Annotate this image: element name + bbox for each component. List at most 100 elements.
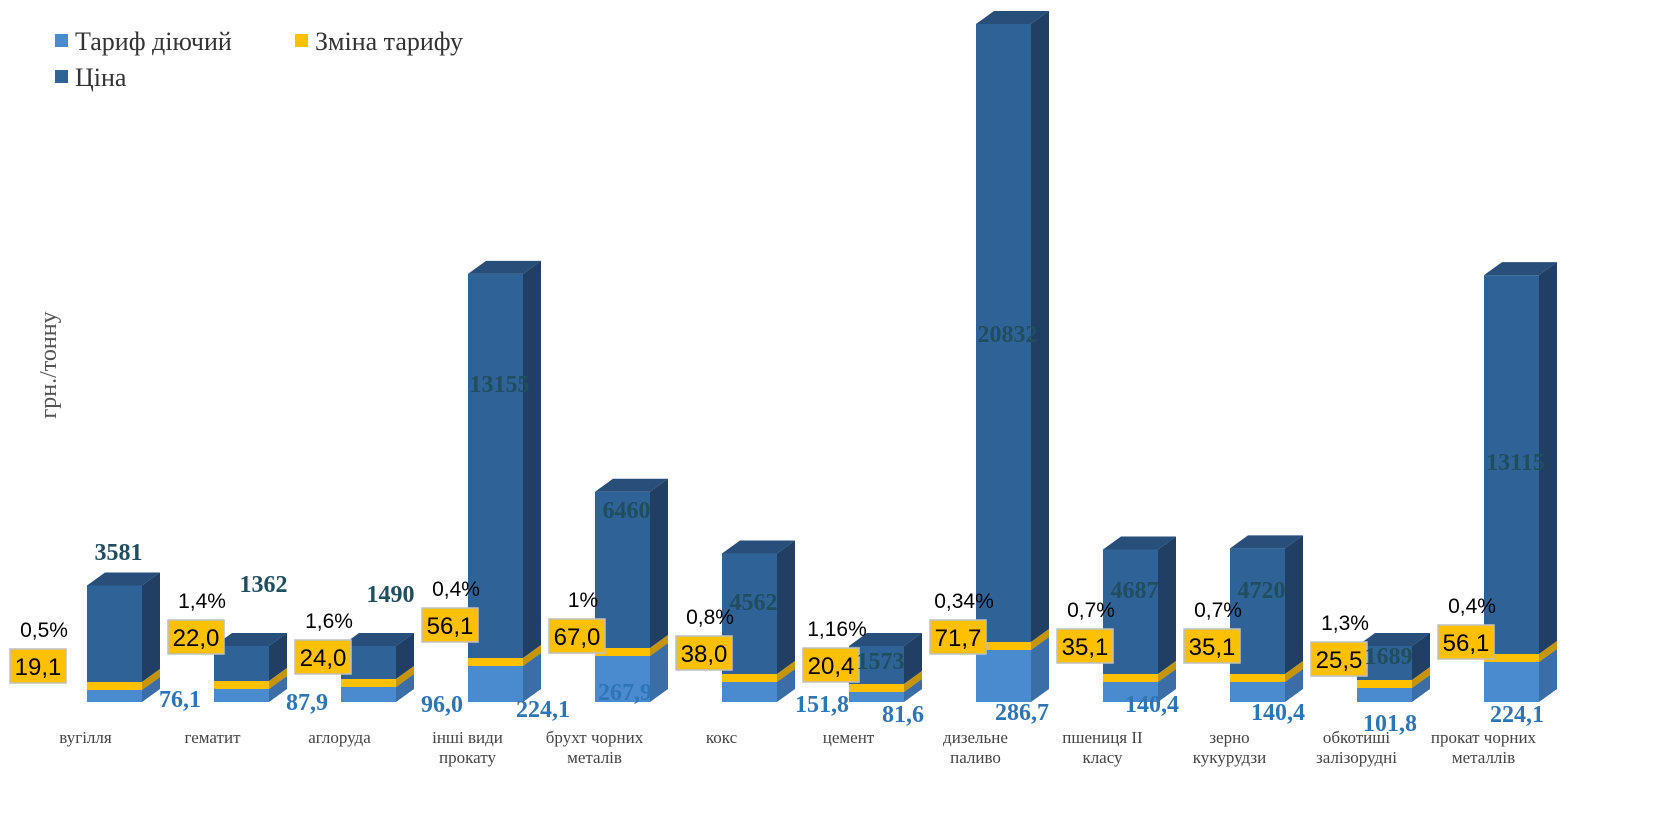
tariff-value-label: 96,0 xyxy=(421,692,463,718)
category-label: вугілля xyxy=(59,728,112,747)
legend-label-price: Ціна xyxy=(75,63,127,92)
tariff-segment xyxy=(1357,688,1412,702)
tariff-value-label: 140,4 xyxy=(1125,692,1179,718)
tariff-segment xyxy=(87,690,142,702)
change-segment xyxy=(595,648,650,656)
price-value-label: 20832 xyxy=(978,322,1038,348)
category-label: пшениця ІІ xyxy=(1062,728,1143,747)
percent-change-label: 1,6% xyxy=(305,610,353,633)
category-label: металлів xyxy=(1452,748,1515,767)
price-value-label: 4562 xyxy=(730,590,778,616)
price-segment xyxy=(468,273,523,658)
price-segment xyxy=(1484,275,1539,654)
tariff-segment-side xyxy=(1539,649,1557,702)
change-segment-side xyxy=(1412,667,1430,688)
category-label: інші види xyxy=(432,728,503,747)
price-value-label: 4687 xyxy=(1111,578,1159,604)
change-value-label: 22,0 xyxy=(173,625,220,652)
change-segment-side xyxy=(1031,629,1049,650)
tariff-segment xyxy=(1103,682,1158,702)
bar-top-face xyxy=(849,633,922,646)
price-value-label: 4720 xyxy=(1238,578,1286,604)
change-value-label: 24,0 xyxy=(300,645,347,672)
price-value-label: 13115 xyxy=(1486,450,1545,476)
price-value-label: 3581 xyxy=(95,540,143,566)
change-segment-side xyxy=(904,671,922,692)
percent-change-label: 1,3% xyxy=(1321,612,1369,635)
change-value-box xyxy=(1183,628,1241,664)
percent-change-label: 0,7% xyxy=(1067,599,1115,622)
tariff-segment xyxy=(595,656,650,702)
tariff-segment xyxy=(976,650,1031,702)
category-label: дизельне xyxy=(943,728,1008,747)
change-segment-side xyxy=(1285,661,1303,682)
tariff-segment-side xyxy=(142,677,160,702)
legend-swatch-change xyxy=(295,34,308,47)
legend-label-tariff: Тариф діючий xyxy=(75,27,232,56)
tariff-segment-side xyxy=(1412,675,1430,702)
category-label: гематит xyxy=(185,728,242,747)
tariff-segment-side xyxy=(904,679,922,702)
change-segment xyxy=(1103,674,1158,682)
tariff-segment xyxy=(722,682,777,702)
tariff-value-label: 101,8 xyxy=(1363,711,1417,737)
legend-swatch-price xyxy=(55,70,68,83)
tariff-value-label: 224,1 xyxy=(1490,702,1544,728)
labels-group: 3581 вугілля 1362 гематит 1490 аглоруда 13155 і… xyxy=(15,322,1545,767)
bar-top-face xyxy=(468,260,541,274)
price-segment-side xyxy=(904,633,922,684)
change-segment-side xyxy=(523,645,541,666)
bar-top-face xyxy=(214,633,287,646)
price-segment-side xyxy=(777,540,795,674)
price-segment-side xyxy=(1158,536,1176,674)
change-value-box xyxy=(1056,628,1114,664)
change-value-box xyxy=(675,635,733,671)
tariff-segment xyxy=(1230,682,1285,702)
tariff-segment-side xyxy=(1158,669,1176,702)
change-segment xyxy=(722,674,777,682)
change-value-label: 38,0 xyxy=(681,641,728,668)
bar-top-face xyxy=(1484,262,1557,276)
change-value-label: 20,4 xyxy=(808,653,855,680)
category-label: обкотиші xyxy=(1323,728,1390,747)
tariff-value-label: 76,1 xyxy=(159,687,201,713)
price-segment-side xyxy=(1031,11,1049,642)
change-value-box xyxy=(1437,624,1495,660)
price-value-label: 6460 xyxy=(603,498,651,524)
tariff-value-label: 87,9 xyxy=(286,690,328,716)
change-value-label: 35,1 xyxy=(1062,634,1109,661)
change-segment-side xyxy=(777,661,795,682)
change-segment xyxy=(849,684,904,692)
category-label: класу xyxy=(1082,748,1123,767)
category-label: аглоруда xyxy=(308,728,371,747)
category-label: зерно xyxy=(1209,728,1249,747)
change-value-label: 67,0 xyxy=(554,624,601,651)
percent-change-label: 1,16% xyxy=(807,618,867,641)
change-value-label: 56,1 xyxy=(427,613,474,640)
bars-group xyxy=(9,11,1557,702)
tariff-value-label: 151,8 xyxy=(795,692,849,718)
legend-swatch-tariff xyxy=(55,34,68,47)
change-value-label: 56,1 xyxy=(1443,630,1490,657)
legend: Тариф діючий Зміна тарифу Ціна xyxy=(55,27,463,92)
category-label: кокс xyxy=(706,728,738,747)
price-value-label: 13155 xyxy=(470,372,530,398)
tariff-segment-side xyxy=(1031,637,1049,702)
price-segment-side xyxy=(650,478,668,648)
change-segment xyxy=(468,658,523,666)
change-segment-side xyxy=(142,669,160,690)
bar-top-face xyxy=(1103,536,1176,550)
change-value-box xyxy=(1310,641,1368,677)
price-value-label: 1573 xyxy=(857,649,905,675)
change-segment-side xyxy=(650,635,668,656)
change-segment xyxy=(1357,680,1412,688)
bar-top-face xyxy=(87,572,160,586)
price-segment-side xyxy=(1285,535,1303,674)
category-label: цемент xyxy=(823,728,875,747)
tariff-value-label: 81,6 xyxy=(882,702,924,728)
bar-top-face xyxy=(1230,535,1303,549)
tariff-value-label: 286,7 xyxy=(995,700,1049,726)
price-value-label: 1689 xyxy=(1365,644,1413,670)
change-segment-side xyxy=(396,666,414,687)
tariff-value-label: 140,4 xyxy=(1251,700,1305,726)
